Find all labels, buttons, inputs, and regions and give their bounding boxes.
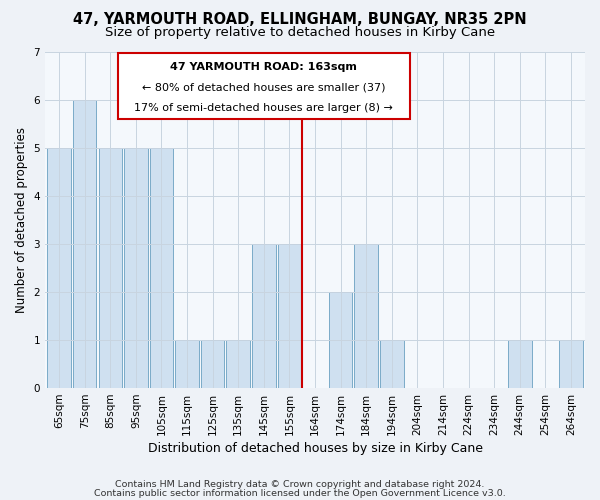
Text: Contains HM Land Registry data © Crown copyright and database right 2024.: Contains HM Land Registry data © Crown c… [115,480,485,489]
Text: Size of property relative to detached houses in Kirby Cane: Size of property relative to detached ho… [105,26,495,39]
Bar [559,340,583,388]
Bar [175,340,199,388]
Bar [150,148,173,388]
Y-axis label: Number of detached properties: Number of detached properties [15,127,28,313]
Bar [201,340,224,388]
Bar [508,340,532,388]
Bar [226,340,250,388]
Bar [278,244,301,388]
Text: ← 80% of detached houses are smaller (37): ← 80% of detached houses are smaller (37… [142,83,386,93]
Text: 47, YARMOUTH ROAD, ELLINGHAM, BUNGAY, NR35 2PN: 47, YARMOUTH ROAD, ELLINGHAM, BUNGAY, NR… [73,12,527,28]
Bar [47,148,71,388]
Bar [98,148,122,388]
Bar [329,292,352,388]
Bar [252,244,275,388]
X-axis label: Distribution of detached houses by size in Kirby Cane: Distribution of detached houses by size … [148,442,482,455]
Bar [73,100,97,388]
Text: 17% of semi-detached houses are larger (8) →: 17% of semi-detached houses are larger (… [134,104,393,114]
Text: 47 YARMOUTH ROAD: 163sqm: 47 YARMOUTH ROAD: 163sqm [170,62,357,72]
Text: Contains public sector information licensed under the Open Government Licence v3: Contains public sector information licen… [94,490,506,498]
Bar [380,340,404,388]
Bar [355,244,378,388]
Bar [124,148,148,388]
Bar [118,53,410,119]
